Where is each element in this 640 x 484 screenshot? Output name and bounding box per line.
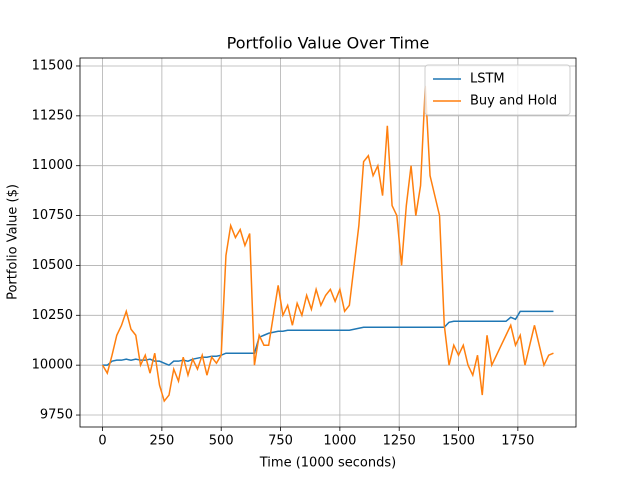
y-tick-label: 10000 bbox=[32, 358, 73, 373]
y-tick-label: 9750 bbox=[40, 408, 73, 423]
legend-label: Buy and Hold bbox=[470, 94, 557, 109]
y-tick-label: 11250 bbox=[32, 108, 73, 123]
x-axis-label: Time (1000 seconds) bbox=[259, 456, 396, 471]
series-line bbox=[102, 310, 554, 367]
axes-frame bbox=[79, 57, 577, 428]
x-tick-label: 250 bbox=[149, 434, 174, 449]
y-tick-label: 11000 bbox=[32, 158, 73, 173]
x-tick-label: 1750 bbox=[501, 434, 534, 449]
x-tick-label: 750 bbox=[268, 434, 293, 449]
series-line bbox=[101, 85, 554, 403]
x-tick-label: 1500 bbox=[442, 434, 475, 449]
chart-title: Portfolio Value Over Time bbox=[227, 34, 430, 53]
x-tick-label: 1250 bbox=[383, 434, 416, 449]
legend-box bbox=[424, 64, 571, 116]
y-tick-label: 11500 bbox=[32, 58, 73, 73]
x-tick-label: 0 bbox=[98, 434, 106, 449]
x-tick-label: 1000 bbox=[323, 434, 356, 449]
y-tick-label: 10750 bbox=[32, 208, 73, 223]
x-tick-label: 500 bbox=[209, 434, 234, 449]
y-tick-label: 10250 bbox=[32, 308, 73, 323]
legend-label: LSTM bbox=[470, 72, 505, 87]
y-axis-label: Portfolio Value ($) bbox=[6, 184, 21, 300]
y-tick-label: 10500 bbox=[32, 258, 73, 273]
